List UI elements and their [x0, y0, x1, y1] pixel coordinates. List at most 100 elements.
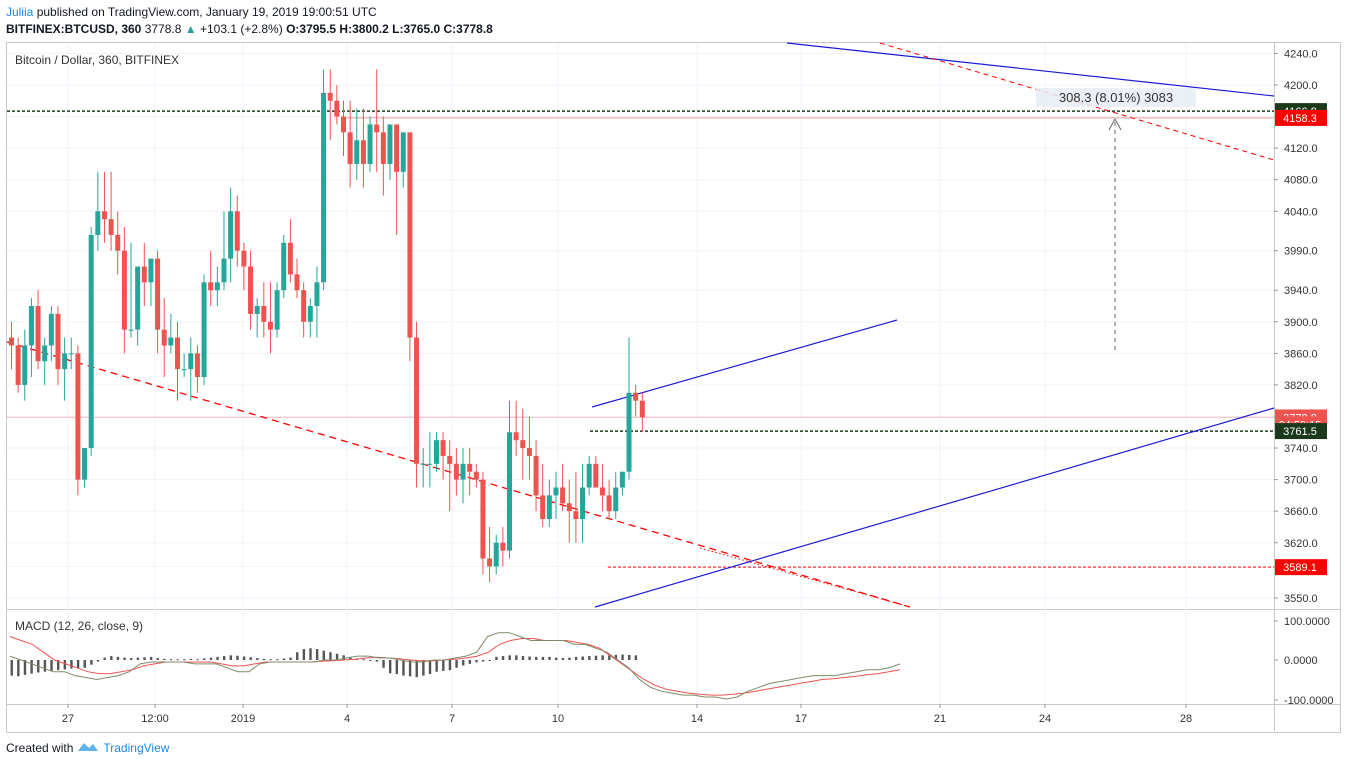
macd-tick-label: -100.0000	[1284, 695, 1334, 707]
price-axis-badge	[1275, 559, 1327, 576]
macd-histogram-bar	[395, 660, 399, 675]
macd-histogram-bar	[43, 660, 47, 672]
candle-body	[473, 471, 479, 480]
candle-body	[234, 211, 240, 251]
macd-histogram-bar	[375, 660, 379, 662]
macd-histogram-bar	[183, 659, 186, 661]
candle-body	[35, 305, 41, 362]
candle-body	[341, 116, 346, 133]
price-tick-label: 3940.0	[1284, 285, 1318, 297]
symbol-name: BITFINEX:BTCUSD, 360	[6, 22, 142, 36]
candle-body	[208, 282, 214, 291]
macd-line	[9, 632, 901, 700]
candle-body	[580, 487, 586, 520]
candle-body	[121, 250, 127, 330]
candle-body	[447, 455, 453, 464]
candle-body	[155, 258, 161, 330]
candle-body	[427, 463, 433, 465]
candle-body	[400, 132, 406, 172]
macd-histogram-bar	[601, 655, 604, 660]
macd-histogram-bar	[574, 656, 578, 660]
macd-tick-label: 100.0000	[1284, 616, 1330, 628]
price-tick-label: 4040.0	[1284, 206, 1318, 218]
candle-body	[619, 471, 625, 488]
macd-histogram-bar	[116, 656, 120, 660]
candle-body	[194, 353, 200, 378]
candle-body	[55, 313, 61, 370]
macd-histogram-bar	[581, 656, 584, 660]
price-axis-badge	[1275, 423, 1327, 440]
candle-body	[327, 92, 333, 101]
candle-body	[407, 132, 413, 338]
symbol-info: BITFINEX:BTCUSD, 360 3778.8 ▲ +103.1 (+2…	[6, 21, 493, 38]
macd-histogram-bar	[256, 658, 259, 660]
candle-body	[553, 487, 559, 496]
macd-histogram-bar	[382, 660, 385, 668]
candle-body	[613, 487, 619, 512]
channel-lower-line	[594, 407, 1275, 608]
macd-histogram-bar	[176, 659, 179, 661]
candle-body	[560, 487, 566, 504]
author-link[interactable]: Juliia	[6, 5, 34, 19]
trend-line-red-dotted	[699, 547, 911, 608]
candle-body	[440, 440, 446, 456]
macd-histogram-bar	[442, 660, 445, 671]
macd-histogram-bar	[435, 660, 438, 672]
candle-body	[573, 511, 579, 520]
candle-body	[115, 234, 121, 251]
price-axis-badge-label: 3761.5	[1283, 426, 1317, 438]
macd-histogram-bar	[614, 654, 618, 660]
macd-histogram-bar	[462, 660, 465, 666]
publish-info: Juliia published on TradingView.com, Jan…	[6, 4, 377, 21]
candle-body	[387, 124, 393, 164]
macd-tick-label: 0.0000	[1284, 655, 1318, 667]
candle-body	[374, 124, 380, 133]
macd-histogram-bar	[10, 660, 13, 676]
candle-body	[168, 337, 174, 346]
macd-histogram-bar	[70, 660, 73, 669]
macd-histogram-bar	[488, 660, 491, 661]
candle-body	[254, 305, 260, 314]
macd-histogram-bar	[369, 660, 372, 661]
candle-body	[241, 250, 247, 267]
macd-histogram-bar	[628, 654, 631, 660]
price-tick-label: 3860.0	[1284, 348, 1318, 360]
candle-body	[354, 140, 360, 164]
candle-body	[28, 305, 34, 346]
candle-body	[566, 503, 572, 512]
candle-body	[267, 321, 273, 330]
candle-body	[480, 479, 486, 559]
time-tick-label: 12:00	[141, 713, 169, 725]
macd-histogram-bar	[110, 656, 113, 660]
measure-label: 308.3 (8.01%) 3083	[1059, 90, 1173, 105]
candle-body	[493, 542, 499, 567]
macd-histogram-bar	[422, 660, 425, 676]
macd-histogram-bar	[535, 656, 538, 660]
macd-histogram-bar	[76, 660, 80, 669]
published-text: published on TradingView.com, January 19…	[36, 5, 377, 19]
candle-body	[380, 132, 386, 164]
tradingview-brand-link[interactable]: TradingView	[103, 740, 170, 755]
candle-body	[540, 495, 546, 520]
candle-body	[62, 353, 68, 370]
chart-frame	[6, 42, 1341, 733]
candle-body	[633, 392, 639, 401]
macd-histogram-bar	[196, 659, 199, 661]
macd-histogram-bar	[163, 658, 166, 660]
candle-body	[287, 242, 293, 275]
macd-histogram-bar	[189, 658, 193, 660]
macd-histogram-bar	[103, 657, 106, 660]
price-tick-label: 3620.0	[1284, 538, 1318, 550]
price-tick-label: 3660.0	[1284, 506, 1318, 518]
candle-body	[274, 290, 280, 330]
macd-histogram-bar	[302, 649, 306, 660]
candle-body	[599, 487, 605, 496]
time-tick-label: 10	[552, 713, 564, 725]
time-tick-label: 28	[1180, 713, 1192, 725]
macd-histogram-bar	[548, 656, 551, 660]
macd-histogram-bar	[17, 660, 20, 677]
macd-histogram-bar	[554, 657, 558, 660]
macd-histogram-bar	[561, 658, 565, 660]
time-tick-label: 24	[1039, 713, 1051, 725]
